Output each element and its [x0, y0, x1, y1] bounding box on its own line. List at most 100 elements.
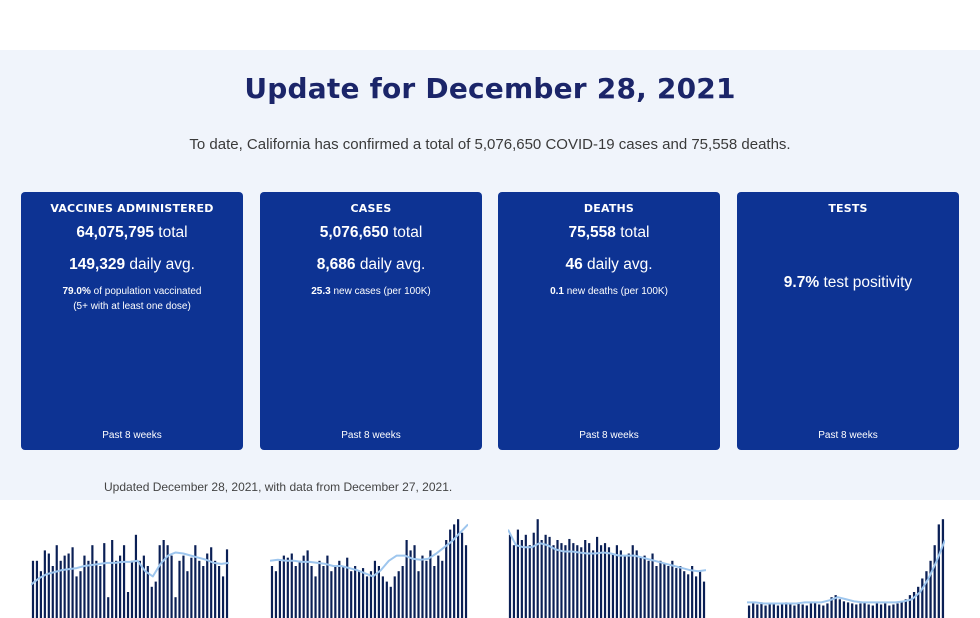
chart-bar [445, 540, 448, 618]
chart-bar [115, 560, 118, 618]
chart-bar [611, 553, 615, 618]
cases-card[interactable]: CASES 5,076,650 total 8,686 daily avg. 2… [260, 192, 482, 618]
note-value: 25.3 [311, 286, 331, 297]
chart-bar [95, 560, 98, 618]
chart-bar [330, 571, 333, 618]
chart-bar [863, 602, 866, 618]
chart-bar [190, 557, 193, 618]
chart-bar [564, 545, 567, 618]
chart-bar [838, 599, 841, 618]
chart-bar [842, 601, 846, 618]
chart-bar [91, 545, 94, 618]
note-stat: 79.0% of population vaccinated (5+ with … [21, 284, 243, 314]
card-title: TESTS [828, 202, 868, 215]
chart-bar [801, 604, 804, 618]
chart-bar [826, 603, 829, 618]
chart-bar [908, 595, 912, 618]
chart-bar [929, 560, 932, 618]
chart-bar [51, 566, 54, 618]
chart-bar [99, 566, 102, 618]
chart-bar [75, 576, 78, 618]
chart-bar [592, 550, 595, 618]
positivity-stat: 9.7% test positivity [737, 274, 959, 292]
chart-bar [937, 524, 940, 618]
chart-bar [809, 603, 813, 618]
chart-bar [71, 547, 74, 618]
chart-bar [752, 603, 755, 618]
chart-bar [358, 571, 361, 618]
chart-bar [429, 550, 432, 618]
chart-bar [134, 534, 138, 618]
chart-bar [540, 540, 543, 618]
period-label: Past 8 weeks [579, 430, 639, 441]
chart-bar [365, 576, 369, 618]
chart-bar [170, 555, 173, 618]
chart-bar [389, 586, 392, 618]
total-value: 5,076,650 [319, 224, 389, 241]
chart-bar [150, 586, 153, 618]
chart-bar [607, 547, 611, 618]
chart-bar [79, 571, 82, 618]
chart-bar [178, 560, 181, 618]
chart-bar [290, 553, 293, 618]
chart-bar [871, 605, 874, 618]
chart-bar [464, 545, 468, 618]
chart-bar [691, 566, 694, 618]
chart-bar [214, 560, 217, 618]
chart-bar [158, 545, 161, 618]
vaccines-card[interactable]: VACCINES ADMINISTERED 64,075,795 total 1… [21, 192, 243, 618]
chart-bar [879, 604, 883, 618]
chart-bar [756, 604, 759, 618]
chart-bar [671, 560, 674, 618]
chart-bar [813, 602, 817, 618]
chart-bar [772, 604, 775, 618]
total-suffix: total [620, 224, 650, 241]
daily-stat: 8,686 daily avg. [260, 256, 482, 274]
daily-value: 46 [565, 256, 583, 273]
chart-bar [286, 557, 289, 618]
chart-bar [174, 597, 177, 618]
note-value: 79.0% [62, 286, 91, 297]
chart-bar [111, 540, 114, 618]
chart-bar [63, 555, 66, 618]
chart-bar [548, 536, 551, 618]
chart-bar [780, 603, 784, 618]
chart-bar [698, 571, 702, 618]
chart-bar [619, 550, 622, 618]
daily-suffix: daily avg. [359, 256, 426, 273]
chart-bar [393, 576, 396, 618]
chart-bar [350, 571, 353, 618]
chart-bar [747, 605, 751, 618]
chart-bar [206, 553, 209, 618]
chart-bar [776, 605, 780, 618]
period-label: Past 8 weeks [341, 430, 401, 441]
tests-card[interactable]: TESTS 9.7% test positivity Past 8 weeks [737, 192, 959, 618]
chart-bar [126, 592, 130, 618]
note-stat: 0.1 new deaths (per 100K) [498, 284, 720, 299]
chart-bar [818, 604, 821, 618]
chart-bar [584, 540, 587, 618]
chart-bar [182, 555, 185, 618]
deaths-card[interactable]: DEATHS 75,558 total 46 daily avg. 0.1 ne… [498, 192, 720, 618]
chart-bar [556, 540, 559, 618]
period-label: Past 8 weeks [818, 430, 878, 441]
chart-bar [760, 602, 763, 618]
chart-bar [338, 560, 341, 618]
chart-bar [572, 543, 575, 618]
chart-bar [221, 576, 225, 618]
chart-bar [270, 566, 274, 618]
chart-bar [904, 599, 907, 618]
chart-bar [768, 603, 771, 618]
chart-bar [298, 560, 301, 618]
chart-bar [202, 566, 205, 618]
chart-bar [409, 550, 412, 618]
chart-bar [421, 555, 424, 618]
chart-bar [186, 571, 189, 618]
chart-bar [896, 603, 899, 618]
chart-bar [512, 545, 516, 618]
chart-bar [846, 602, 850, 618]
note-suffix: of population vaccinated [93, 286, 202, 297]
chart-bar [764, 605, 767, 618]
trend-line [747, 539, 945, 605]
chart-bar [875, 603, 879, 618]
